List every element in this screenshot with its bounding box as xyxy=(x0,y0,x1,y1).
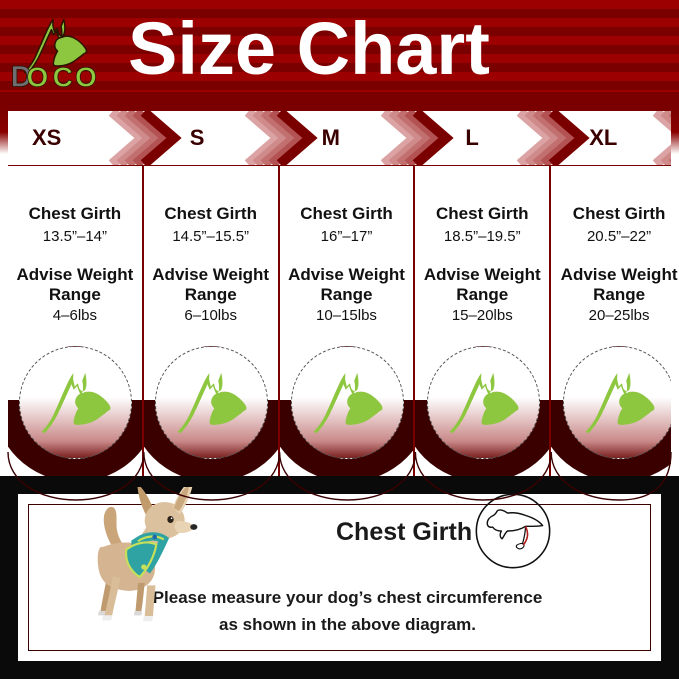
svg-text:O: O xyxy=(75,61,97,90)
svg-text:C: C xyxy=(53,61,73,90)
svg-text:O: O xyxy=(26,61,48,90)
